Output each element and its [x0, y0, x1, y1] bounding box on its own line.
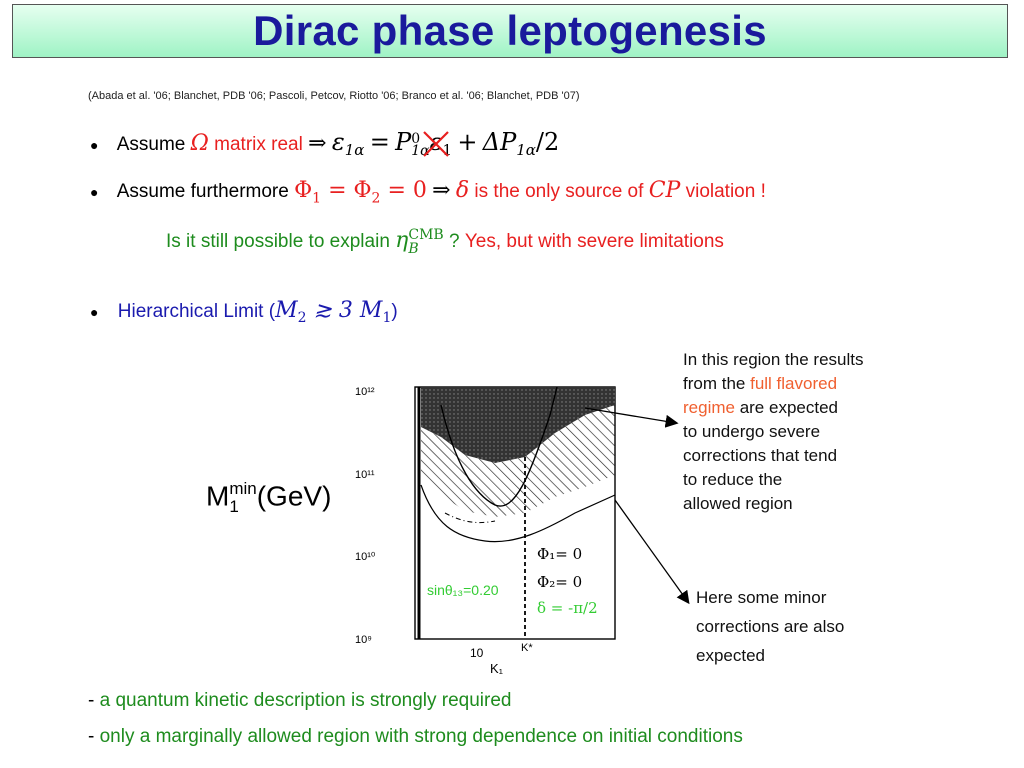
eta-sub: B: [408, 241, 419, 257]
m2-sub: 2: [297, 309, 307, 326]
plus-symbol: +: [457, 128, 478, 156]
delta-p-symbol: ΔP: [482, 128, 517, 156]
epsilon-symbol: ε: [331, 128, 345, 156]
eta-scripts: CMB B: [408, 228, 443, 256]
annot-top-line: to reduce the: [683, 470, 783, 489]
annot-bottom-line: corrections are also: [696, 617, 845, 636]
bullet-2-prefix: Assume furthermore: [116, 181, 289, 202]
dense-region: [421, 387, 615, 463]
curve-dashdot: [444, 512, 496, 524]
ytick-label: 10¹⁰: [355, 551, 376, 563]
phi-eq2: = 0: [380, 178, 427, 203]
phi2-sub: 2: [371, 190, 381, 207]
bullet-dot: ●: [90, 304, 99, 320]
delta-p-sub: 1α: [516, 140, 536, 159]
legend-phi1: Φ₁= 0: [537, 545, 582, 563]
ylabel-unit: (GeV): [256, 480, 332, 512]
annot-top-fragment: from the: [683, 374, 751, 393]
phi-eq1: = Φ: [321, 178, 372, 203]
eta-symbol: η: [395, 228, 409, 254]
footer-line-2: - only a marginally allowed region with …: [88, 726, 743, 748]
annot-top-line: to undergo severe: [683, 422, 821, 441]
bullet-dot: ●: [90, 184, 99, 200]
crossed-epsilon-sub: 1: [442, 140, 453, 159]
hatched-region: [421, 405, 615, 517]
arrow-bottom: [614, 499, 690, 605]
footer-line-1: - a quantum kinetic description is stron…: [88, 690, 512, 712]
matrix-real-text: matrix real: [214, 134, 303, 155]
ylabel-main: M: [206, 480, 230, 512]
close-paren: ): [391, 301, 398, 322]
eta-sup: CMB: [408, 227, 444, 243]
only-source-text: is the only source of: [474, 181, 644, 202]
slide-title: Dirac phase leptogenesis: [253, 7, 767, 54]
bullet-dot: ●: [90, 137, 99, 153]
annot-top-fragment: are expected: [734, 398, 838, 417]
p0-sup: 0: [411, 130, 421, 147]
epsilon-sub: 1α: [344, 140, 365, 159]
answer-text: Yes, but with severe limitations: [464, 231, 724, 253]
sin-theta-label: sinθ₁₃=0.20: [427, 582, 499, 598]
footer-dash: -: [88, 726, 100, 747]
hierarchical-text: Hierarchical Limit (: [117, 301, 276, 322]
ylabel-sub: 1: [229, 497, 239, 516]
m1-sub: 1: [382, 309, 392, 326]
approx-formula: ≳ 3 M: [306, 298, 383, 323]
cross-mark-icon: [422, 131, 449, 157]
annot-top-line: allowed region: [683, 494, 793, 513]
annot-top-line: In this region the results: [683, 350, 864, 369]
ylabel-scripts: min 1: [229, 480, 256, 516]
annot-bottom-line: Here some minor: [696, 588, 827, 607]
ytick-label: 10¹¹: [355, 469, 375, 481]
xtick-label: 10: [470, 646, 484, 660]
annot-bottom-line: expected: [696, 646, 765, 665]
annot-top-line: corrections that tend: [683, 446, 838, 465]
annot-top-line: from the full flavored: [683, 372, 863, 396]
annotation-bottom: Here some minor corrections are also exp…: [696, 583, 844, 670]
cp-symbol: CP: [648, 178, 681, 203]
footer-text-1: a quantum kinetic description is strongl…: [99, 690, 512, 711]
question-mark: ?: [448, 231, 460, 253]
question-line: Is it still possible to explain η CMB B ? …: [166, 228, 724, 256]
annot-top-line: regime are expected: [683, 396, 863, 420]
implies-symbol: ⇒: [432, 178, 451, 203]
leptogenesis-plot: 10¹² 10¹¹ 10¹⁰ 10⁹ 10 K* K₁ Φ₁= 0 Φ₂= 0 …: [345, 345, 635, 685]
bullet-2: ● Assume furthermore Φ1 = Φ2 = 0 ⇒ δ is …: [90, 178, 766, 206]
delta-symbol: δ: [455, 178, 470, 203]
over-two: /2: [535, 128, 560, 156]
phi1-symbol: Φ: [294, 178, 313, 203]
omega-symbol: Ω: [190, 131, 209, 156]
legend-phi2: Φ₂= 0: [537, 573, 582, 591]
arrow-top: [584, 407, 679, 428]
phi1-sub: 1: [312, 190, 322, 207]
implies-symbol: ⇒: [308, 131, 327, 156]
x-axis-label: K₁: [490, 661, 504, 676]
violation-text: violation !: [685, 181, 766, 202]
annot-top-highlight: full flavored: [750, 374, 838, 393]
question-text: Is it still possible to explain: [166, 231, 390, 253]
ylabel-sup: min: [229, 479, 257, 498]
bullet-1: ● Assume Ω matrix real ⇒ ε1α = P01αε1 + …: [90, 128, 559, 159]
footer-dash: -: [88, 690, 100, 711]
ytick-label: 10⁹: [355, 634, 372, 646]
legend-delta: δ = -π/2: [537, 599, 598, 617]
annot-top-highlight: regime: [683, 398, 735, 417]
footer-text-2: only a marginally allowed region with st…: [99, 726, 743, 747]
p0-symbol: P: [395, 128, 412, 156]
curve-lower: [420, 484, 616, 543]
m2-symbol: M: [275, 298, 298, 323]
equals-symbol: =: [369, 128, 390, 156]
bullet-1-prefix: Assume: [116, 134, 186, 155]
references: (Abada et al. '06; Blanchet, PDB '06; Pa…: [88, 90, 580, 102]
crossed-epsilon: ε1: [422, 128, 453, 159]
title-banner: Dirac phase leptogenesis: [12, 4, 1008, 58]
ytick-label: 10¹²: [355, 386, 375, 398]
phi-equation: Φ1 = Φ2 = 0: [294, 178, 427, 207]
annotation-top: In this region the results from the full…: [683, 348, 863, 516]
curve-upper: [440, 386, 558, 507]
k-star-label: K*: [521, 642, 533, 654]
bullet-3: ● Hierarchical Limit (M2 ≳ 3 M1): [90, 298, 398, 326]
